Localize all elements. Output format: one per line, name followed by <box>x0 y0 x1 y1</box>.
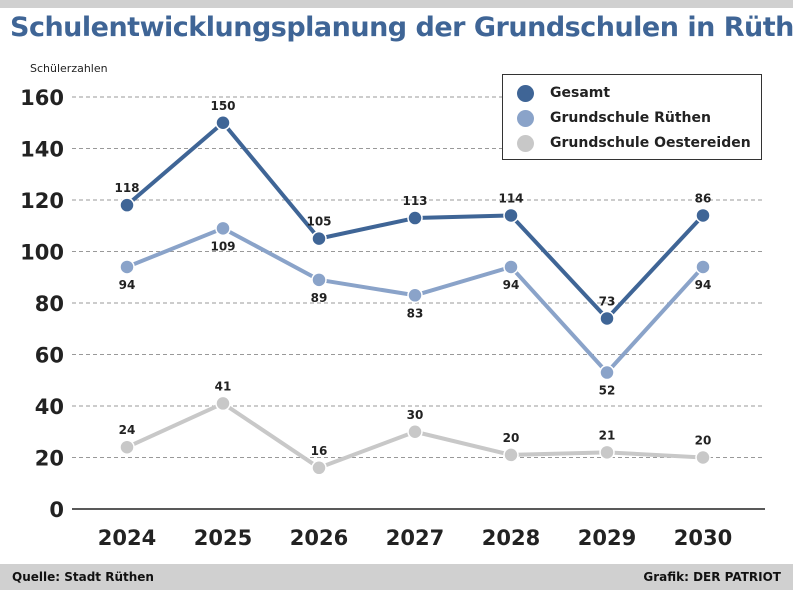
data-point <box>599 310 615 327</box>
data-point <box>503 259 519 275</box>
data-point <box>599 444 615 461</box>
data-label: 52 <box>599 384 616 398</box>
y-tick-label: 140 <box>20 138 64 162</box>
data-labels: 118 150 105 113 114 73 86 94 109 89 83 94 52 94 24 41 16… <box>114 99 711 458</box>
data-point <box>215 220 231 237</box>
data-label: 16 <box>311 444 328 458</box>
data-label: 24 <box>119 423 136 437</box>
legend-label-grundschule-ruethen: Grundschule Rüthen <box>550 110 711 126</box>
x-tick-label: 2025 <box>194 526 252 550</box>
source-note: Quelle: Stadt Rüthen <box>12 570 154 584</box>
data-point <box>695 207 711 224</box>
data-label: 94 <box>695 278 712 292</box>
legend-label-grundschule-oestereiden: Grundschule Oestereiden <box>550 135 751 151</box>
y-tick-label: 120 <box>20 189 64 213</box>
data-label: 89 <box>311 291 328 305</box>
data-label: 94 <box>119 278 136 292</box>
y-tick-label: 100 <box>20 241 64 265</box>
top-bar <box>0 0 793 8</box>
legend-marker-gesamt <box>517 84 534 102</box>
data-point <box>599 364 615 381</box>
y-axis-label: Schülerzahlen <box>30 62 108 75</box>
data-point <box>503 207 519 224</box>
y-tick-label: 160 <box>20 86 64 110</box>
data-point <box>503 447 519 463</box>
data-point <box>695 259 711 275</box>
x-tick-label: 2026 <box>290 526 348 550</box>
data-point <box>119 197 135 213</box>
legend-item-gesamt: Gesamt <box>517 81 610 105</box>
data-label: 41 <box>215 379 232 393</box>
credit-note: Grafik: DER PATRIOT <box>643 570 781 584</box>
data-label: 150 <box>210 99 235 113</box>
data-point <box>407 210 423 226</box>
data-point <box>695 449 711 466</box>
data-point <box>407 424 423 440</box>
data-label: 21 <box>599 428 616 442</box>
x-tick-label: 2029 <box>578 526 636 550</box>
footer: Quelle: Stadt Rüthen Grafik: DER PATRIOT <box>0 564 793 590</box>
data-label: 86 <box>695 191 712 205</box>
data-label: 73 <box>599 294 616 308</box>
data-point <box>311 272 327 288</box>
legend-item-grundschule-oestereiden: Grundschule Oestereiden <box>517 131 751 155</box>
x-tick-label: 2030 <box>674 526 732 550</box>
data-point <box>119 259 135 275</box>
legend: Gesamt Grundschule Rüthen Grundschule Oe… <box>502 74 762 160</box>
data-label: 83 <box>407 306 424 320</box>
data-label: 109 <box>210 239 235 253</box>
y-tick-label: 80 <box>35 292 64 316</box>
data-label: 20 <box>695 434 712 448</box>
y-tick-label: 60 <box>35 344 64 368</box>
data-point <box>407 287 423 304</box>
data-label: 20 <box>503 431 520 445</box>
data-label: 105 <box>306 215 331 229</box>
chart-title: Schulentwicklungsplanung der Grundschule… <box>10 12 793 43</box>
y-tick-label: 40 <box>35 395 64 419</box>
data-point <box>311 460 327 476</box>
legend-marker-grundschule-oestereiden <box>517 134 534 152</box>
data-point <box>215 395 231 412</box>
legend-label-gesamt: Gesamt <box>550 85 611 101</box>
data-label: 30 <box>407 408 424 422</box>
series-points <box>119 115 711 476</box>
data-label: 113 <box>402 194 427 208</box>
x-tick-label: 2028 <box>482 526 540 550</box>
data-point <box>311 230 327 247</box>
y-tick-label: 20 <box>35 447 64 471</box>
x-tick-labels: 2024 2025 2026 2027 2028 2029 2030 <box>98 526 732 550</box>
data-label: 118 <box>114 181 139 195</box>
legend-marker-grundschule-ruethen <box>517 109 534 127</box>
data-point <box>215 115 231 131</box>
x-tick-label: 2027 <box>386 526 444 550</box>
legend-item-grundschule-ruethen: Grundschule Rüthen <box>517 106 711 130</box>
x-tick-label: 2024 <box>98 526 156 550</box>
data-label: 114 <box>498 191 523 205</box>
y-tick-label: 0 <box>49 498 64 522</box>
data-point <box>119 439 135 455</box>
y-tick-labels: 0 20 40 60 80 100 120 140 160 <box>20 86 64 522</box>
data-label: 94 <box>503 278 520 292</box>
